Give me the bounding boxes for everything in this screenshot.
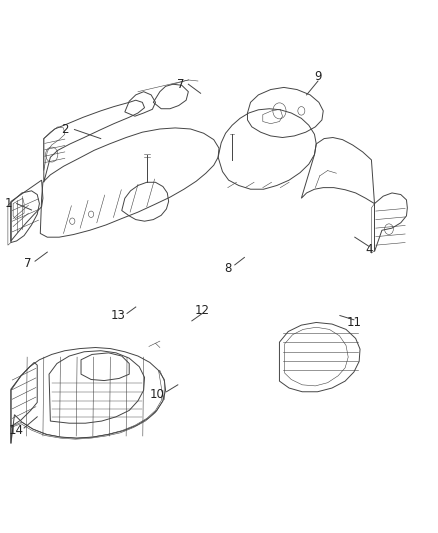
Text: 1: 1: [5, 197, 13, 210]
Text: 4: 4: [365, 243, 373, 256]
Text: 14: 14: [9, 424, 24, 437]
Text: 7: 7: [24, 257, 32, 270]
Text: 9: 9: [314, 70, 322, 83]
Text: 11: 11: [346, 317, 361, 329]
Text: 7: 7: [177, 78, 185, 91]
Text: 2: 2: [61, 123, 69, 136]
Text: 12: 12: [195, 304, 210, 317]
Polygon shape: [0, 0, 438, 277]
Text: 13: 13: [111, 309, 126, 322]
Text: 10: 10: [149, 388, 164, 401]
Text: 8: 8: [224, 262, 231, 274]
